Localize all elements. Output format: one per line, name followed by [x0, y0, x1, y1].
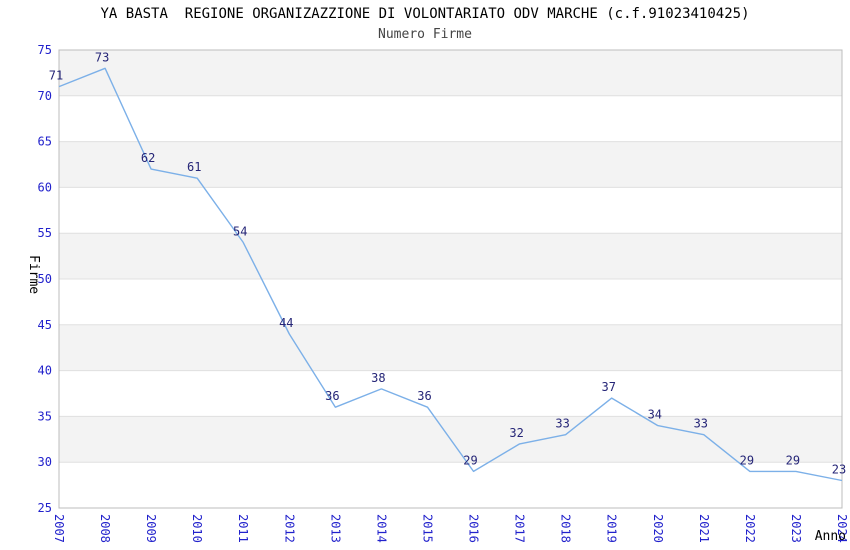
point-label: 29: [786, 453, 800, 467]
point-label: 61: [187, 160, 201, 174]
y-tick-label: 75: [38, 43, 52, 57]
y-tick-label: 50: [38, 272, 52, 286]
x-tick-label: 2023: [789, 514, 803, 543]
point-label: 36: [325, 389, 339, 403]
y-tick-label: 60: [38, 180, 52, 194]
data-line: [58, 67, 843, 482]
x-tick-label: 2021: [697, 514, 711, 543]
grid-band: [59, 141, 842, 188]
x-tick-label: 2011: [236, 514, 250, 543]
point-label: 73: [95, 50, 109, 64]
point-label: 37: [601, 380, 615, 394]
grid-band: [59, 324, 842, 371]
chart-title: YA BASTA REGIONE ORGANIZAZZIONE DI VOLON…: [100, 6, 750, 22]
point-label: 29: [463, 453, 477, 467]
y-tick-label: 30: [38, 455, 52, 469]
y-tick-label: 70: [38, 89, 52, 103]
y-axis-title: Firme: [26, 255, 41, 294]
point-label: 33: [694, 417, 708, 431]
x-tick-label: 2020: [651, 514, 665, 543]
x-tick-label: 2009: [144, 514, 158, 543]
y-tick-label: 25: [38, 501, 52, 515]
x-tick-label: 2013: [328, 514, 342, 543]
x-tick-label: 2024: [835, 514, 849, 543]
point-label: 33: [555, 417, 569, 431]
x-tick-label: 2007: [52, 514, 66, 543]
y-tick-label: 55: [38, 226, 52, 240]
x-tick-label: 2008: [98, 514, 112, 543]
x-tick-label: 2017: [513, 514, 527, 543]
x-tick-label: 2018: [559, 514, 573, 543]
point-label: 29: [740, 453, 754, 467]
x-tick-label: 2010: [190, 514, 204, 543]
x-tick-label: 2015: [421, 514, 435, 543]
point-label: 34: [648, 408, 662, 422]
grid-band: [59, 50, 842, 96]
grid-band: [59, 370, 842, 417]
x-tick-label: 2022: [743, 514, 757, 543]
chart-subtitle: Numero Firme: [378, 27, 472, 42]
point-label: 23: [832, 463, 846, 477]
point-label: 71: [49, 69, 63, 83]
grid-band: [59, 233, 842, 279]
y-tick-label: 65: [38, 135, 52, 149]
x-tick-label: 2019: [605, 514, 619, 543]
point-label: 32: [509, 426, 523, 440]
plot-border: [58, 49, 843, 509]
point-label: 38: [371, 371, 385, 385]
x-tick-label: 2016: [467, 514, 481, 543]
grid-band: [59, 279, 842, 325]
grid-band: [59, 187, 842, 234]
y-tick-label: 40: [38, 364, 52, 378]
point-label: 36: [417, 389, 431, 403]
x-tick-label: 2014: [374, 514, 388, 543]
x-tick-label: 2012: [282, 514, 296, 543]
y-tick-label: 35: [38, 409, 52, 423]
point-label: 54: [233, 224, 247, 238]
point-label: 44: [279, 316, 293, 330]
grid-band: [59, 95, 842, 142]
grid-band: [59, 462, 842, 508]
point-label: 62: [141, 151, 155, 165]
y-tick-label: 45: [38, 318, 52, 332]
x-axis-title: Anno: [815, 529, 846, 544]
